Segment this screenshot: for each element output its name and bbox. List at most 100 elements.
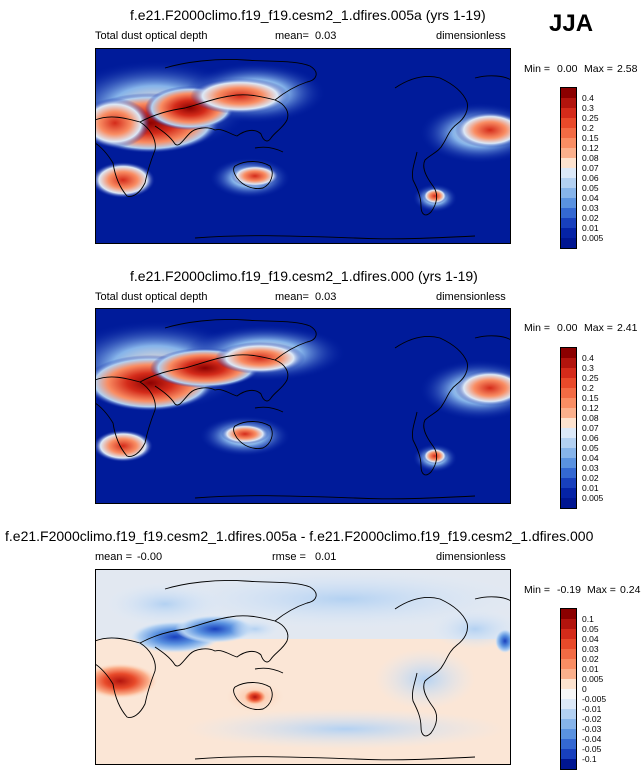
panel1-mean-value: 0.03 bbox=[315, 30, 337, 42]
panel1-variable-label: Total dust optical depth bbox=[95, 30, 208, 42]
panel3-rmse-value: 0.01 bbox=[315, 551, 337, 563]
colorbar-box bbox=[561, 478, 576, 488]
colorbar-box bbox=[561, 639, 576, 649]
coastlines bbox=[95, 59, 511, 240]
panel3-colorbar bbox=[560, 608, 577, 770]
panel2-mean-label: mean= bbox=[275, 291, 309, 303]
panel3-units: dimensionless bbox=[436, 551, 506, 563]
panel1-max-label: Max = bbox=[584, 63, 613, 75]
panel1-colorbar bbox=[560, 87, 577, 249]
colorbar-box bbox=[561, 468, 576, 478]
panel1-min-label: Min = bbox=[524, 63, 550, 75]
panel2-map bbox=[95, 308, 511, 504]
colorbar-tick-label: 0.03 bbox=[582, 463, 599, 473]
panel1-min-value: 0.00 bbox=[557, 63, 578, 75]
panel2-title: f.e21.F2000climo.f19_f19.cesm2_1.dfires.… bbox=[130, 268, 478, 284]
colorbar-box bbox=[561, 669, 576, 679]
panel3-rmse-label: rmse = bbox=[272, 551, 306, 563]
colorbar-tick-label: 0.4 bbox=[582, 353, 594, 363]
colorbar-tick-label: 0.03 bbox=[582, 644, 599, 654]
panel3-min-label: Min = bbox=[524, 584, 550, 596]
colorbar-tick-label: 0.02 bbox=[582, 654, 599, 664]
colorbar-box bbox=[561, 148, 576, 158]
colorbar-tick-label: 0.02 bbox=[582, 473, 599, 483]
panel2-max-label: Max = bbox=[584, 322, 613, 334]
colorbar-tick-label: 0.04 bbox=[582, 193, 599, 203]
colorbar-tick-label: 0.01 bbox=[582, 664, 599, 674]
colorbar-tick-label: 0.3 bbox=[582, 363, 594, 373]
colorbar-tick-label: 0.08 bbox=[582, 413, 599, 423]
colorbar-tick-label: 0.15 bbox=[582, 133, 599, 143]
colorbar-tick-label: -0.02 bbox=[582, 714, 602, 724]
panel2-variable-label: Total dust optical depth bbox=[95, 291, 208, 303]
colorbar-box bbox=[561, 749, 576, 759]
colorbar-box bbox=[561, 709, 576, 719]
colorbar-tick-label: 0.06 bbox=[582, 173, 599, 183]
colorbar-tick-label: -0.005 bbox=[582, 694, 607, 704]
panel2-min-label: Min = bbox=[524, 322, 550, 334]
colorbar-box bbox=[561, 719, 576, 729]
colorbar-box bbox=[561, 388, 576, 398]
colorbar-tick-label: 0.005 bbox=[582, 674, 604, 684]
colorbar-tick-label: 0.005 bbox=[582, 493, 604, 503]
panel1-max-value: 2.58 bbox=[617, 63, 638, 75]
colorbar-tick-label: 0.005 bbox=[582, 233, 604, 243]
colorbar-tick-label: 0.04 bbox=[582, 634, 599, 644]
panel2-min-value: 0.00 bbox=[557, 322, 578, 334]
colorbar-box bbox=[561, 128, 576, 138]
colorbar-tick-label: 0.01 bbox=[582, 223, 599, 233]
colorbar-box bbox=[561, 438, 576, 448]
colorbar-box bbox=[561, 168, 576, 178]
colorbar-tick-label: 0.04 bbox=[582, 453, 599, 463]
colorbar-tick-label: 0.07 bbox=[582, 423, 599, 433]
panel2-units: dimensionless bbox=[436, 291, 506, 303]
colorbar-box bbox=[561, 629, 576, 639]
map-frame bbox=[95, 569, 511, 765]
colorbar-box bbox=[561, 649, 576, 659]
colorbar-box bbox=[561, 158, 576, 168]
colorbar-box bbox=[561, 108, 576, 118]
panel3-title: f.e21.F2000climo.f19_f19.cesm2_1.dfires.… bbox=[5, 528, 594, 544]
colorbar-box bbox=[561, 238, 576, 248]
colorbar-tick-label: 0.02 bbox=[582, 213, 599, 223]
colorbar-box bbox=[561, 118, 576, 128]
colorbar-tick-label: 0.07 bbox=[582, 163, 599, 173]
colorbar-tick-label: -0.01 bbox=[582, 704, 602, 714]
colorbar-box bbox=[561, 228, 576, 238]
panel2-colorbar bbox=[560, 347, 577, 509]
colorbar-tick-label: -0.03 bbox=[582, 724, 602, 734]
panel1-title: f.e21.F2000climo.f19_f19.cesm2_1.dfires.… bbox=[130, 7, 486, 23]
colorbar-tick-label: 0.25 bbox=[582, 373, 599, 383]
colorbar-tick-label: 0.4 bbox=[582, 93, 594, 103]
dust-field bbox=[95, 321, 511, 472]
colorbar-tick-label: 0 bbox=[582, 684, 587, 694]
colorbar-box bbox=[561, 198, 576, 208]
panel3-max-label: Max = bbox=[587, 584, 616, 596]
map-frame bbox=[95, 48, 511, 244]
colorbar-tick-label: 0.3 bbox=[582, 103, 594, 113]
colorbar-tick-label: 0.12 bbox=[582, 403, 599, 413]
colorbar-box bbox=[561, 358, 576, 368]
colorbar-tick-label: 0.05 bbox=[582, 443, 599, 453]
colorbar-box bbox=[561, 458, 576, 468]
colorbar-tick-label: -0.05 bbox=[582, 744, 602, 754]
colorbar-box bbox=[561, 88, 576, 98]
colorbar-box bbox=[561, 208, 576, 218]
colorbar-box bbox=[561, 348, 576, 358]
colorbar-box bbox=[561, 188, 576, 198]
colorbar-box bbox=[561, 699, 576, 709]
colorbar-box bbox=[561, 739, 576, 749]
coastlines bbox=[95, 580, 511, 761]
colorbar-box bbox=[561, 178, 576, 188]
colorbar-box bbox=[561, 659, 576, 669]
colorbar-tick-label: 0.25 bbox=[582, 113, 599, 123]
colorbar-tick-label: -0.1 bbox=[582, 754, 597, 764]
colorbar-box bbox=[561, 378, 576, 388]
colorbar-box bbox=[561, 418, 576, 428]
panel3-mean-value: -0.00 bbox=[137, 551, 163, 563]
panel3-map bbox=[95, 569, 511, 765]
colorbar-tick-label: 0.03 bbox=[582, 203, 599, 213]
panel3-min-value: -0.19 bbox=[557, 584, 581, 596]
difference-field bbox=[95, 569, 511, 749]
panel1-mean-label: mean= bbox=[275, 30, 309, 42]
